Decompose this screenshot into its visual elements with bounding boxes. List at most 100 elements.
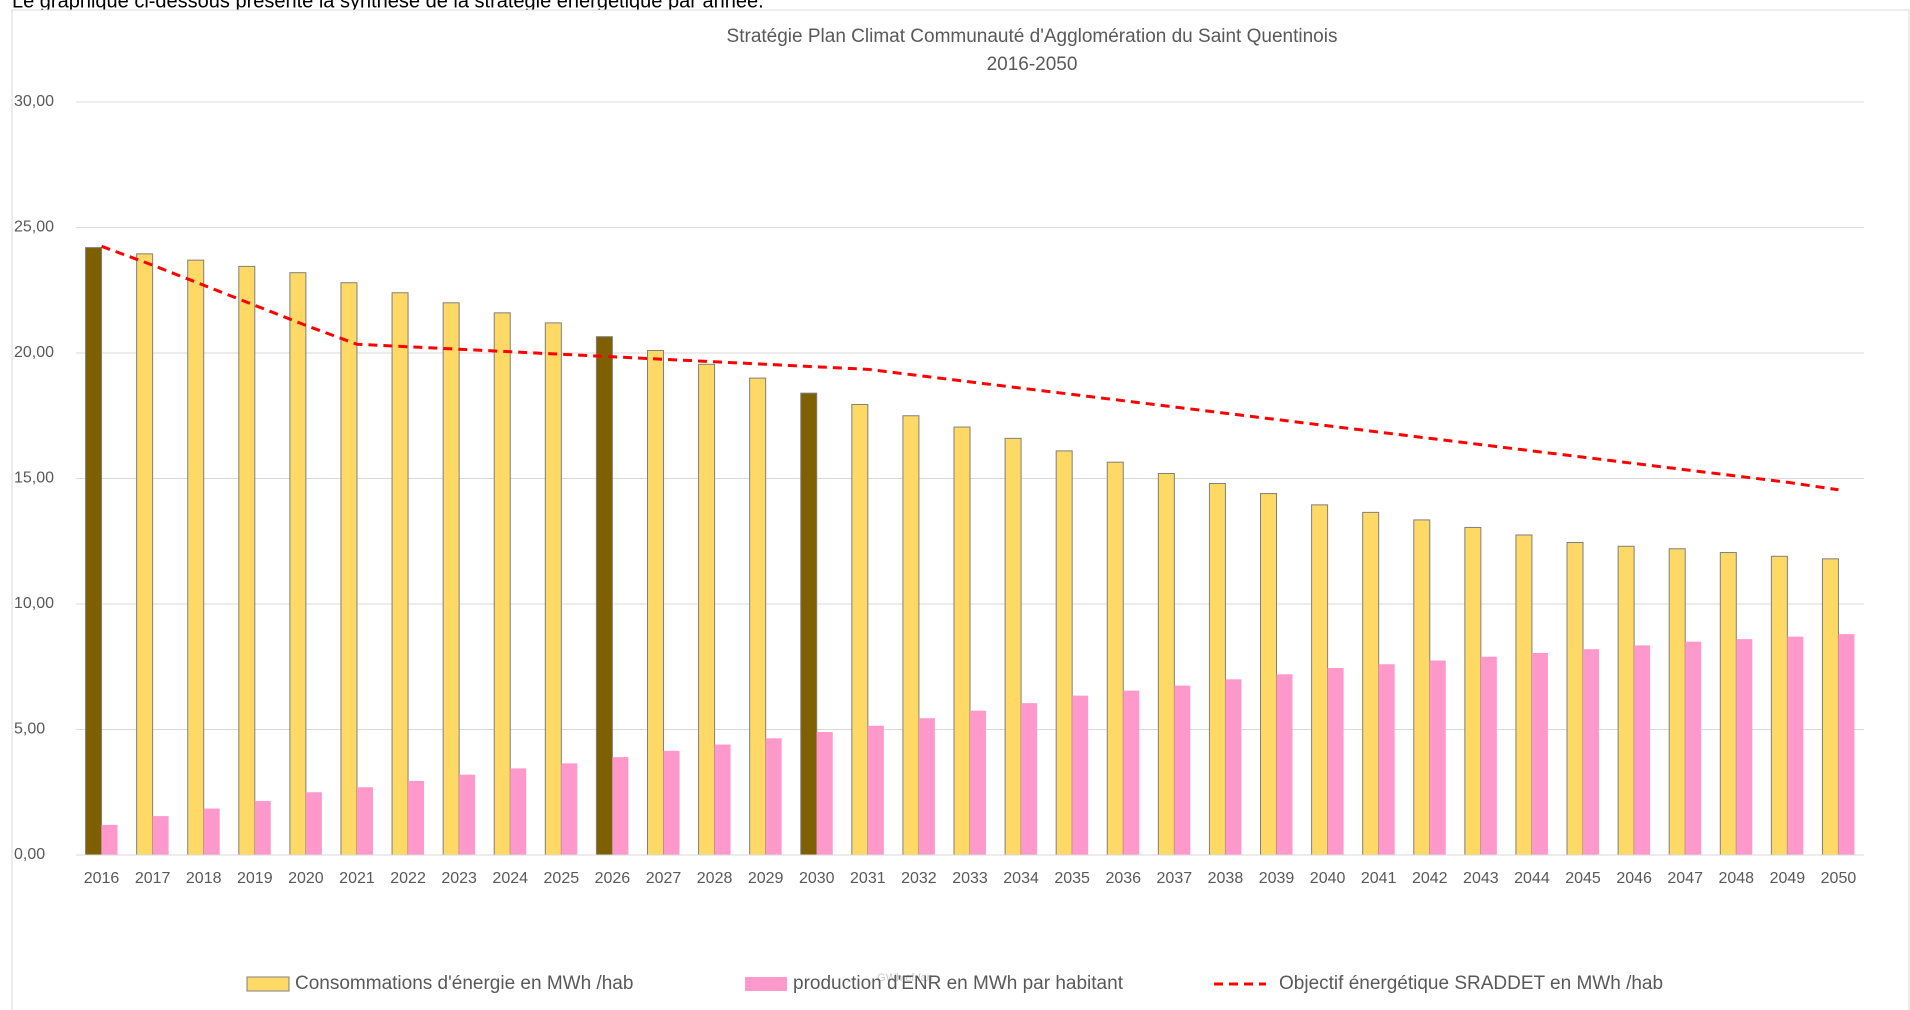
x-tick-label: 2032: [901, 870, 937, 887]
bar: [800, 392, 818, 856]
bar: [1821, 558, 1839, 856]
bar: [1327, 668, 1344, 855]
bar: [1736, 639, 1753, 855]
bar: [305, 792, 322, 855]
bar: [1480, 656, 1497, 855]
x-tick-label: 2035: [1054, 870, 1090, 887]
bar: [749, 377, 767, 856]
bar: [254, 801, 271, 855]
x-tick-label: 2030: [799, 870, 835, 887]
bar: [698, 363, 716, 856]
bar: [561, 763, 578, 855]
x-tick-label: 2045: [1565, 870, 1601, 887]
y-tick-label: 5,00: [14, 721, 45, 738]
bar: [1464, 526, 1482, 856]
bar: [953, 426, 971, 856]
bar: [1123, 690, 1140, 855]
x-tick-label: 2026: [595, 870, 631, 887]
bar: [1021, 703, 1038, 855]
x-tick-label: 2024: [492, 870, 528, 887]
bar: [1413, 519, 1431, 856]
x-tick-label: 2039: [1259, 870, 1295, 887]
bar: [1429, 660, 1446, 855]
bar: [970, 710, 986, 855]
bar: [136, 253, 154, 856]
y-tick-label: 0,00: [14, 846, 45, 863]
bar: [1208, 483, 1226, 856]
x-tick-label: 2019: [237, 870, 273, 887]
y-tick-label: 10,00: [14, 595, 54, 612]
bar: [867, 725, 884, 855]
x-tick-label: 2041: [1361, 870, 1397, 887]
legend-swatch: [745, 977, 787, 991]
bar: [714, 744, 731, 855]
y-tick-label: 25,00: [14, 219, 54, 236]
bar: [902, 415, 920, 856]
bar: [391, 292, 409, 856]
bar: [1770, 555, 1788, 856]
x-tick-label: 2025: [544, 870, 580, 887]
bar: [1004, 437, 1022, 856]
bar: [187, 259, 205, 856]
bar: [459, 774, 476, 855]
x-tick-label: 2037: [1157, 870, 1193, 887]
line-series: [101, 244, 1839, 492]
legend-swatch: [246, 976, 290, 992]
bar: [816, 732, 833, 855]
bar: [238, 265, 256, 856]
x-tick-label: 2020: [288, 870, 324, 887]
x-tick-label: 2049: [1770, 870, 1806, 887]
chart-subtitle: 2016-2050: [987, 54, 1078, 75]
x-tick-label: 2047: [1667, 870, 1703, 887]
x-tick-label: 2044: [1514, 870, 1550, 887]
x-tick-label: 2016: [84, 870, 120, 887]
x-tick-label: 2023: [441, 870, 477, 887]
x-tick-label: 2036: [1105, 870, 1141, 887]
bar: [1225, 679, 1242, 855]
chart-title: Stratégie Plan Climat Communauté d'Agglo…: [727, 26, 1338, 47]
x-tick-label: 2017: [135, 870, 171, 887]
x-tick-label: 2050: [1821, 870, 1857, 887]
bar: [663, 750, 680, 855]
x-tick-label: 2029: [748, 870, 784, 887]
bar: [1838, 634, 1855, 855]
bar: [612, 757, 629, 855]
legend-label: Objectif énergétique SRADDET en MWh /hab: [1279, 973, 1663, 994]
bar: [85, 247, 103, 856]
x-tick-label: 2027: [646, 870, 682, 887]
bar: [356, 787, 373, 855]
bar: [1617, 545, 1635, 856]
bar: [1515, 534, 1533, 856]
bar: [1685, 641, 1702, 855]
y-tick-label: 20,00: [14, 344, 54, 361]
bar: [442, 302, 460, 856]
x-tick-label: 2031: [850, 870, 886, 887]
bar: [918, 718, 935, 855]
bar: [101, 824, 118, 855]
bar: [1378, 664, 1395, 855]
bar: [1719, 552, 1737, 856]
bar: [340, 282, 358, 856]
bar: [1055, 450, 1073, 856]
bar: [1566, 542, 1584, 856]
bar: [493, 312, 511, 856]
bar: [510, 768, 527, 855]
bar: [1531, 652, 1548, 855]
bar: [1634, 645, 1651, 855]
bar: [408, 780, 425, 855]
bar: [289, 272, 307, 856]
bar: [203, 808, 220, 855]
annotation: GWh ef /an: [877, 972, 933, 984]
x-tick-label: 2048: [1718, 870, 1754, 887]
bar: [1276, 674, 1293, 855]
x-tick-label: 2022: [390, 870, 426, 887]
x-tick-label: 2028: [697, 870, 733, 887]
y-tick-label: 15,00: [14, 470, 54, 487]
bar: [1311, 504, 1329, 856]
x-tick-label: 2034: [1003, 870, 1039, 887]
bar: [152, 816, 169, 855]
x-tick-label: 2033: [952, 870, 988, 887]
legend-label: production d'ENR en MWh par habitant: [793, 973, 1124, 994]
bar: [1362, 511, 1380, 856]
